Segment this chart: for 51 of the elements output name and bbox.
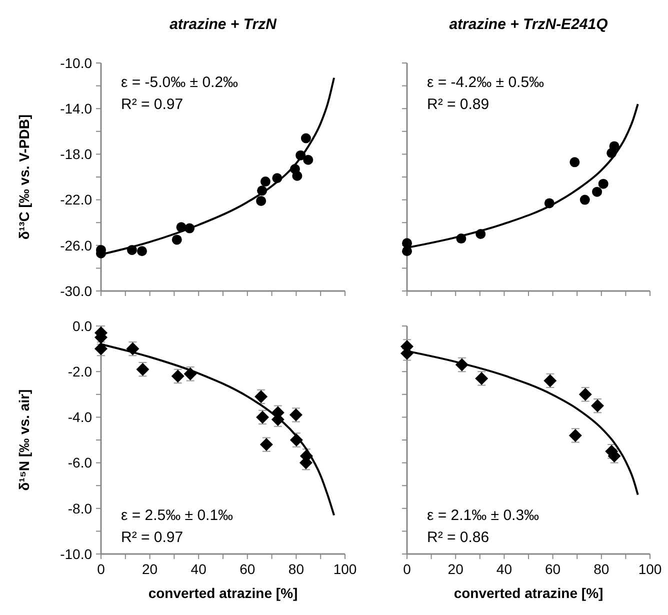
point	[303, 154, 314, 165]
x-tick-label: 20	[448, 561, 464, 577]
point	[260, 176, 270, 187]
point	[609, 141, 620, 152]
point	[172, 234, 182, 245]
y-tick-label: 0.0	[72, 318, 92, 334]
x-tick-label: 60	[545, 561, 561, 577]
x-tick-label: 40	[496, 561, 512, 577]
annotation: ε = 2.5‰ ± 0.1‰	[121, 507, 234, 524]
y-tick-label: -10.0	[60, 54, 92, 71]
x-tick-label: 100	[638, 561, 662, 577]
x-tick-label: 100	[333, 561, 357, 577]
x-tick-label: 80	[594, 561, 610, 577]
point	[136, 246, 147, 256]
point	[598, 178, 608, 189]
point	[402, 246, 412, 256]
x-tick-label: 20	[142, 561, 158, 577]
y-tick-label: -4.0	[68, 409, 92, 426]
x-tick-label: 0	[403, 561, 412, 577]
y-tick-label: -2.0	[68, 364, 92, 380]
x-tick-label: 60	[240, 561, 256, 577]
x-tick-label: 40	[190, 561, 207, 577]
point	[292, 170, 302, 181]
annotation: ε = 2.1‰ ± 0.3‰	[427, 507, 540, 524]
x-tick-label: 80	[288, 561, 304, 577]
x-axis-title: converted atrazine [%]	[148, 585, 298, 601]
annotation: R² = 0.89	[427, 96, 490, 113]
annotation: R² = 0.97	[121, 529, 184, 546]
point	[256, 196, 266, 206]
y-tick-label: -30.0	[60, 282, 92, 299]
point	[592, 186, 602, 197]
y-tick-label: -26.0	[60, 237, 92, 254]
annotation: ε = -5.0‰ ± 0.2‰	[121, 74, 238, 91]
y-tick-label: -18.0	[60, 146, 92, 162]
point	[580, 194, 590, 205]
y-tick-label: -22.0	[60, 192, 92, 208]
annotation: R² = 0.86	[427, 529, 490, 546]
y-tick-label: -14.0	[60, 100, 92, 116]
chart-title: atrazine + TrzN	[170, 16, 278, 33]
annotation: ε = -4.2‰ ± 0.5‰	[427, 74, 544, 91]
x-tick-label: 0	[97, 561, 106, 577]
y-axis-title: δ¹³C [‰ vs. V-PDB]	[16, 114, 32, 240]
point	[570, 157, 580, 168]
y-tick-label: -10.0	[60, 546, 92, 562]
y-axis-title: δ¹⁵N [‰ vs. air]	[16, 389, 32, 491]
chart-title: atrazine + TrzN-E241Q	[449, 16, 608, 33]
y-tick-label: -8.0	[68, 500, 92, 516]
point	[300, 133, 311, 144]
x-axis-title: converted atrazine [%]	[454, 585, 604, 601]
annotation: R² = 0.97	[121, 96, 184, 113]
y-tick-label: -6.0	[68, 454, 92, 471]
